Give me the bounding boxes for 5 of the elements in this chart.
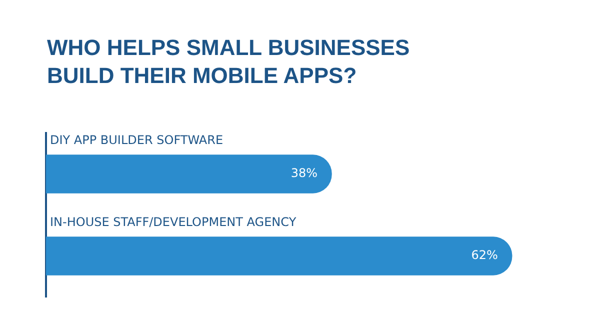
y-tick-label: DIY APP BUILDER SOFTWARE bbox=[50, 133, 224, 148]
data-label: 38% bbox=[290, 166, 318, 180]
data-label: 62% bbox=[471, 248, 498, 262]
chart-title: WHO HELPS SMALL BUSINESSES BUILD THEIR MOBILE APPS? bbox=[47, 34, 411, 90]
y-tick-label: IN-HOUSE STAFF/DEVELOPMENT AGENCY bbox=[50, 215, 297, 230]
